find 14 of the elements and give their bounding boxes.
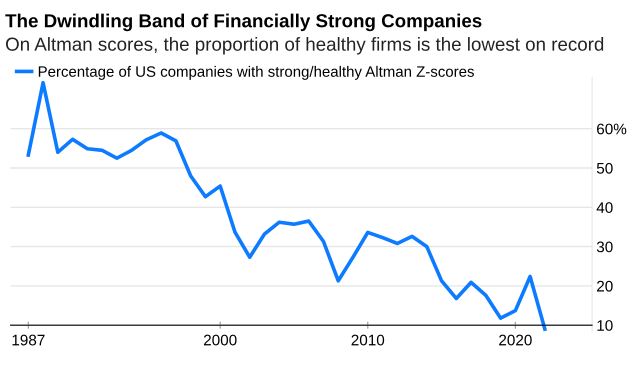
y-tick-label: 50 xyxy=(596,162,613,174)
line-series xyxy=(26,80,547,331)
x-tick-label: 2000 xyxy=(204,334,237,346)
y-tick-label: 40 xyxy=(596,202,613,213)
y-tick-label: 60% xyxy=(597,124,626,134)
x-tick-label: 2020 xyxy=(499,334,532,346)
y-tick-label: 20 xyxy=(597,280,613,292)
legend-label: Percentage of US companies with strong/healthy Altman Z-scores xyxy=(38,66,474,80)
y-tick-label: 30 xyxy=(596,241,613,252)
x-tick-label: 2010 xyxy=(352,334,384,346)
x-tick-label: 1987 xyxy=(12,334,45,346)
chart-subtitle: On Altman scores, the proportion of healthy firms is the lowest on record xyxy=(6,37,604,55)
chart-title: The Dwindling Band of Financially Strong Companies xyxy=(5,14,482,32)
y-tick-label: 10 xyxy=(597,320,613,331)
